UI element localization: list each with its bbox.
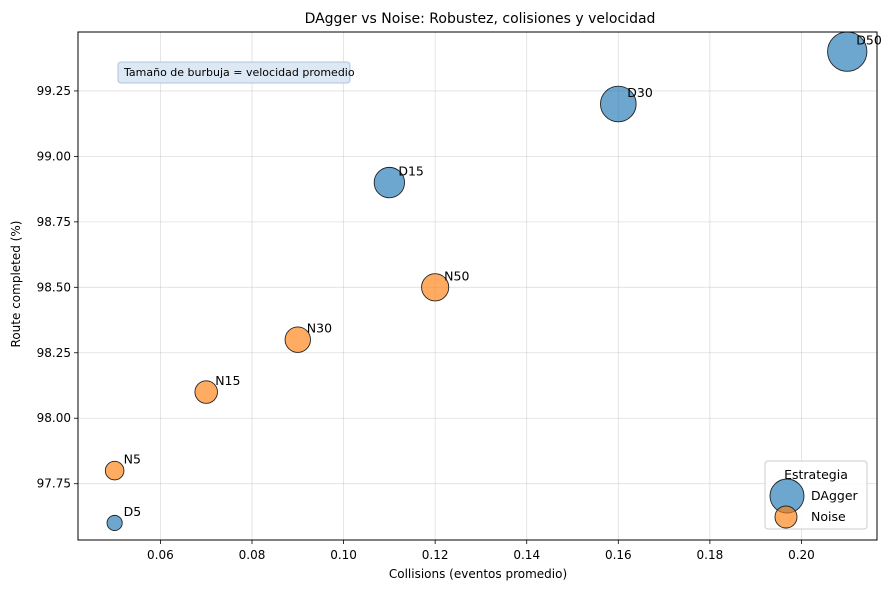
- x-axis-label: Collisions (eventos promedio): [389, 567, 567, 581]
- x-tick-label: 0.18: [697, 548, 724, 562]
- x-tick-label: 0.10: [330, 548, 357, 562]
- legend-marker-noise: [774, 505, 798, 529]
- y-tick-label: 98.75: [37, 215, 71, 229]
- point-labels: D5 D15 D30 D50 N5 N15 N30 N50: [124, 33, 882, 519]
- x-tick-label: 0.16: [605, 548, 632, 562]
- point-n50: [421, 273, 450, 302]
- point-n5: [104, 460, 125, 481]
- y-tick-label: 98.00: [37, 411, 71, 425]
- plot-frame: [77, 31, 878, 541]
- point-label-d15: D15: [398, 164, 424, 179]
- x-tick-label: 0.12: [422, 548, 449, 562]
- y-tick-label: 98.50: [37, 280, 71, 294]
- legend-label-noise: Noise: [811, 509, 846, 524]
- point-n15: [194, 380, 218, 404]
- point-d5: [106, 514, 123, 532]
- grid: [78, 32, 877, 540]
- legend-label-dagger: DAgger: [811, 488, 859, 503]
- legend: Estrategia DAgger Noise: [764, 460, 868, 530]
- legend-title: Estrategia: [784, 467, 848, 482]
- point-label-d50: D50: [856, 33, 882, 48]
- chart-title: DAgger vs Noise: Robustez, colisiones y …: [305, 11, 656, 27]
- y-tick-label: 98.25: [37, 346, 71, 360]
- point-d15: [373, 166, 406, 199]
- point-d30: [600, 85, 637, 123]
- x-tick-label: 0.08: [239, 548, 266, 562]
- point-label-d30: D30: [627, 85, 653, 100]
- point-label-d5: D5: [124, 504, 142, 519]
- point-label-n50: N50: [444, 268, 469, 283]
- point-n30: [284, 326, 311, 353]
- data-points: [104, 31, 868, 532]
- size-note: Tamaño de burbuja = velocidad promedio: [117, 61, 355, 84]
- point-label-n5: N5: [124, 452, 141, 467]
- y-tick-label: 99.00: [37, 149, 71, 163]
- axis-ticks: 0.06 0.08 0.10 0.12 0.14 0.16 0.18 0.20 97.75 98.…: [37, 84, 815, 562]
- point-label-n15: N15: [215, 373, 240, 388]
- size-note-text: Tamaño de burbuja = velocidad promedio: [123, 66, 355, 79]
- x-tick-label: 0.06: [147, 548, 174, 562]
- x-tick-label: 0.20: [788, 548, 815, 562]
- y-axis-label: Route completed (%): [9, 221, 23, 348]
- y-tick-label: 99.25: [37, 84, 71, 98]
- y-tick-label: 97.75: [37, 477, 71, 491]
- point-label-n30: N30: [307, 321, 332, 336]
- x-tick-label: 0.14: [513, 548, 540, 562]
